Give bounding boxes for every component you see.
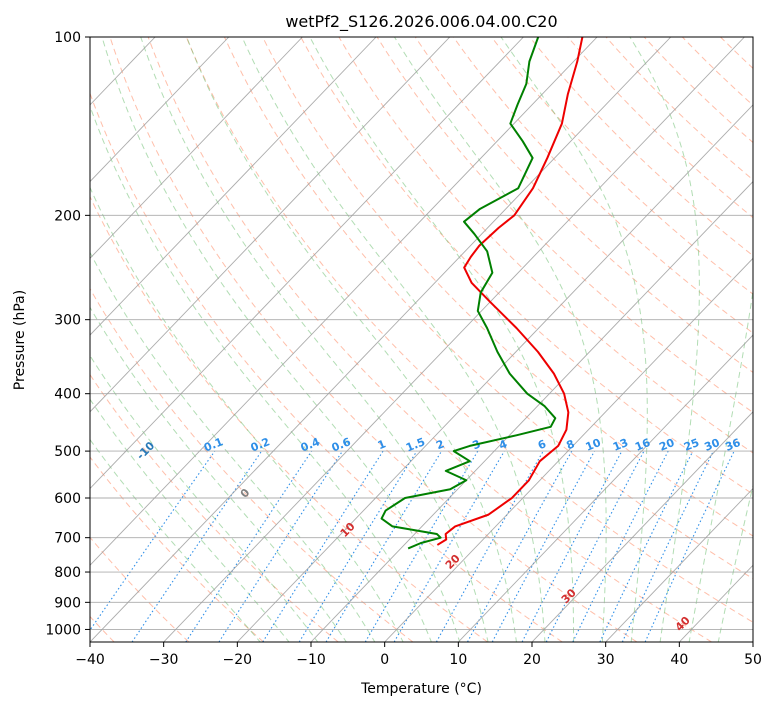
dry-adiabat-line [491,37,753,295]
mixing-ratio-line [262,450,384,642]
moist-adiabat-line [90,354,319,642]
x-tick-label: 40 [670,652,688,668]
series-layer [380,37,584,550]
mixing-ratio-line [467,450,573,642]
isotherm-line [90,37,303,259]
y-tick-label: 900 [54,595,81,611]
moist-adiabat-line [90,306,347,642]
isotherm-line [605,487,753,642]
mixing-ratio-label: 2 [434,437,446,452]
moist-adiabat-line [688,287,753,642]
mixing-ratio-line [90,450,216,632]
mixing-ratio-line [545,450,645,642]
mixing-ratio-label: 8 [565,437,577,452]
moist-adiabat-line [140,37,489,642]
y-tick-label: 200 [54,208,81,224]
isotherm-line [458,334,753,642]
mixing-ratio-label: 25 [682,436,701,454]
x-tick-label: −20 [223,652,253,668]
plot-background [90,37,753,642]
mixing-ratio-label: 30 [703,436,722,454]
moist-adiabat-line [309,37,575,642]
dry-adiabat-line [90,456,264,642]
isotherm-line [90,37,230,183]
mixing-ratio-line [435,450,544,642]
temperature-profile-line [436,37,584,546]
mixing-ratio-label: 16 [633,436,652,454]
mixing-ratio-line [131,450,263,642]
mixing-ratio-label: 36 [723,436,742,454]
moist-adiabat-line [629,37,700,642]
dry-adiabat-line [185,37,753,623]
x-tick-label: 50 [744,652,762,668]
moist-adiabat-line [186,37,517,642]
isotherm-line [0,37,8,642]
isotherm-line [752,641,753,642]
y-tick-label: 500 [54,444,81,460]
mixing-ratio-label: 13 [611,436,630,454]
isotherm-line [163,37,745,642]
isotherm-line [90,37,377,336]
isotherm-line [531,411,753,642]
y-tick-label: 400 [54,387,81,403]
axis-layer: −40 −30 −20 −10 0 10 20 30 40 50 100 200 300 400 500 60… [45,30,762,668]
dewpoint-profile-line [380,37,557,550]
moist-adiabat-line [500,37,648,642]
moist-adiabat-line [101,37,461,642]
mixing-ratio-line [572,450,669,642]
dry-adiabat-line [452,37,753,334]
x-tick-label: −40 [75,652,105,668]
mixing-ratio-line [185,450,313,642]
moist-adiabat-line [90,398,290,642]
isotherm-line [90,37,451,413]
dry-adiabat-line [147,37,712,642]
x-tick-label: 10 [449,652,467,668]
mixing-ratio-label: 20 [657,436,676,454]
x-tick-label: −30 [149,652,179,668]
dry-adiabat-line [414,37,753,374]
moist-adiabat-line [241,37,546,642]
plot-frame [89,36,754,643]
y-tick-label: 600 [54,491,81,507]
isotherm-line [90,37,672,642]
y-tick-label: 300 [54,313,81,329]
dry-adiabat-line [759,37,775,642]
grid-layer [0,37,775,642]
dry-adiabat-line [90,195,488,642]
dry-adiabat-line [376,37,753,413]
dry-adiabat-line [109,37,638,642]
dry-adiabat-line [90,91,563,642]
isotherm-line [90,37,524,490]
mixing-ratio-line [325,450,443,642]
mixing-ratio-label: 1 [376,437,388,452]
moist-adiabat-line [90,186,404,642]
mixing-ratio-line [218,450,343,642]
y-tick-label: 100 [54,30,81,46]
x-tick-label: 20 [523,652,541,668]
isotherm-line [90,37,598,566]
x-tick-label: 0 [380,652,389,668]
mixing-ratio-line [298,450,418,642]
moist-adiabat-line [90,438,261,642]
y-tick-label: 700 [54,531,81,547]
isotherm-line [310,180,753,642]
y-tick-label: 1000 [45,622,81,638]
x-tick-label: −10 [296,652,326,668]
moist-adiabat-line [90,104,432,642]
y-axis-title: Pressure (hPa) [12,290,28,390]
x-axis-title: Temperature (°C) [360,681,482,697]
chart-title: wetPf2_S126.2026.006.04.00.C20 [285,12,557,32]
moist-adiabat-line [717,483,753,642]
dry-adiabat-line [90,373,339,642]
mixing-ratio-label: 10 [584,436,603,454]
y-tick-label: 800 [54,565,81,581]
x-tick-label: 30 [597,652,615,668]
isotherm-line [384,257,753,642]
